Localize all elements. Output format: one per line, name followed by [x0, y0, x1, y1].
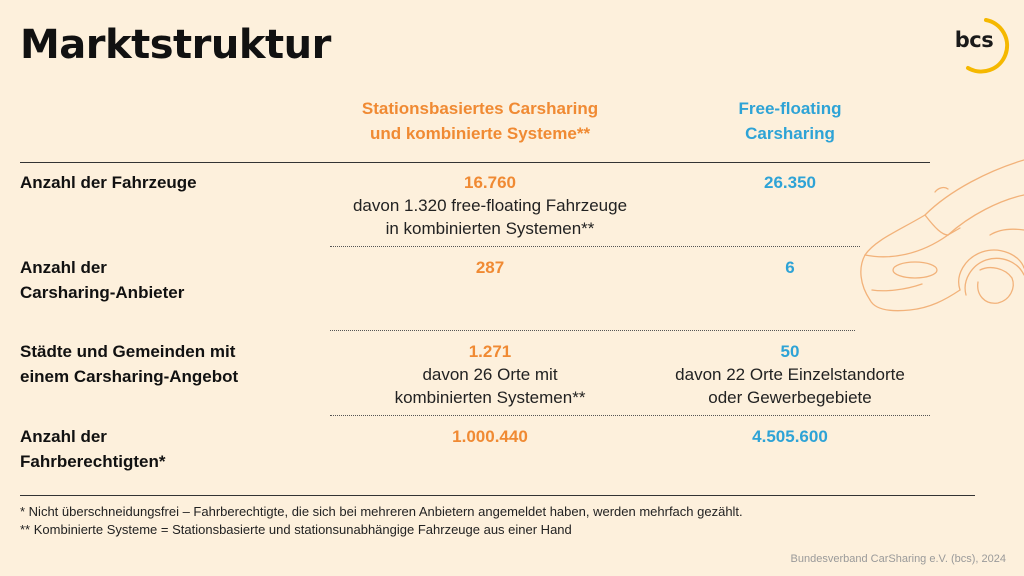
- cell-staedte-stationsbasiert: 1.271 davon 26 Orte mit kombinierten Sys…: [330, 340, 650, 409]
- cell-subtext: davon 22 Orte Einzelstandorte: [675, 365, 905, 384]
- row-label-fahrberechtigte: Anzahl der Fahrberechtigten*: [20, 424, 320, 474]
- cell-value: 287: [475, 258, 505, 277]
- row-divider: [330, 415, 930, 416]
- row-divider: [330, 246, 860, 247]
- row-label-staedte: Städte und Gemeinden mit einem Carsharin…: [20, 339, 320, 389]
- cell-subtext: davon 1.320 free-floating Fahrzeuge: [352, 196, 628, 215]
- cell-fahrberechtigte-stationsbasiert: 1.000.440: [330, 425, 650, 448]
- row-label-line: Carsharing-Anbieter: [20, 283, 185, 302]
- row-label-line: Städte und Gemeinden mit: [20, 342, 236, 361]
- column-header-stationsbasiert: Stationsbasiertes Carsharing und kombini…: [330, 96, 630, 146]
- cell-value: 50: [780, 342, 800, 361]
- footnote-2: ** Kombinierte Systeme = Stationsbasiert…: [20, 522, 572, 537]
- bcs-logo: bcs: [946, 14, 1010, 74]
- cell-value: 1.271: [468, 342, 512, 361]
- cell-fahrzeuge-free-floating: 26.350: [650, 171, 930, 194]
- source-credit: Bundesverband CarSharing e.V. (bcs), 202…: [790, 553, 1006, 565]
- header-divider: [20, 162, 930, 163]
- cell-value: 16.760: [464, 173, 516, 192]
- car-outline-illustration: [860, 159, 1024, 312]
- row-label-anbieter: Anzahl der Carsharing-Anbieter: [20, 255, 320, 305]
- footnote-1: * Nicht überschneidungsfrei – Fahrberech…: [20, 504, 743, 519]
- logo-ring-icon: [966, 18, 1010, 74]
- cell-subtext: davon 26 Orte mit: [422, 365, 558, 384]
- cell-value: 26.350: [764, 173, 816, 192]
- column-header-line: Stationsbasiertes Carsharing: [361, 99, 599, 118]
- column-header-free-floating: Free-floating Carsharing: [650, 96, 930, 146]
- cell-anbieter-stationsbasiert: 287: [330, 256, 650, 279]
- cell-subtext: kombinierten Systemen**: [394, 388, 586, 407]
- cell-anbieter-free-floating: 6: [650, 256, 930, 279]
- row-divider: [330, 330, 855, 331]
- logo-text: bcs: [954, 28, 994, 52]
- cell-subtext: oder Gewerbegebiete: [708, 388, 872, 407]
- column-header-line: und kombinierte Systeme**: [369, 124, 591, 143]
- cell-value: 4.505.600: [752, 427, 828, 446]
- cell-value: 6: [785, 258, 795, 277]
- cell-fahrberechtigte-free-floating: 4.505.600: [650, 425, 930, 448]
- page-title: Marktstruktur: [20, 22, 331, 68]
- row-label-line: Anzahl der: [20, 427, 107, 446]
- row-label-line: Anzahl der: [20, 258, 107, 277]
- cell-value: 1.000.440: [452, 427, 528, 446]
- column-header-line: Free-floating: [738, 99, 842, 118]
- row-label-fahrzeuge: Anzahl der Fahrzeuge: [20, 170, 320, 195]
- cell-subtext: in kombinierten Systemen**: [385, 219, 595, 238]
- row-label-line: einem Carsharing-Angebot: [20, 367, 239, 386]
- footnote-divider: [20, 495, 975, 496]
- cell-fahrzeuge-stationsbasiert: 16.760 davon 1.320 free-floating Fahrzeu…: [330, 171, 650, 240]
- row-label-line: Anzahl der Fahrzeuge: [20, 173, 197, 192]
- cell-staedte-free-floating: 50 davon 22 Orte Einzelstandorte oder Ge…: [650, 340, 930, 409]
- column-header-line: Carsharing: [745, 124, 835, 143]
- row-label-line: Fahrberechtigten*: [20, 452, 166, 471]
